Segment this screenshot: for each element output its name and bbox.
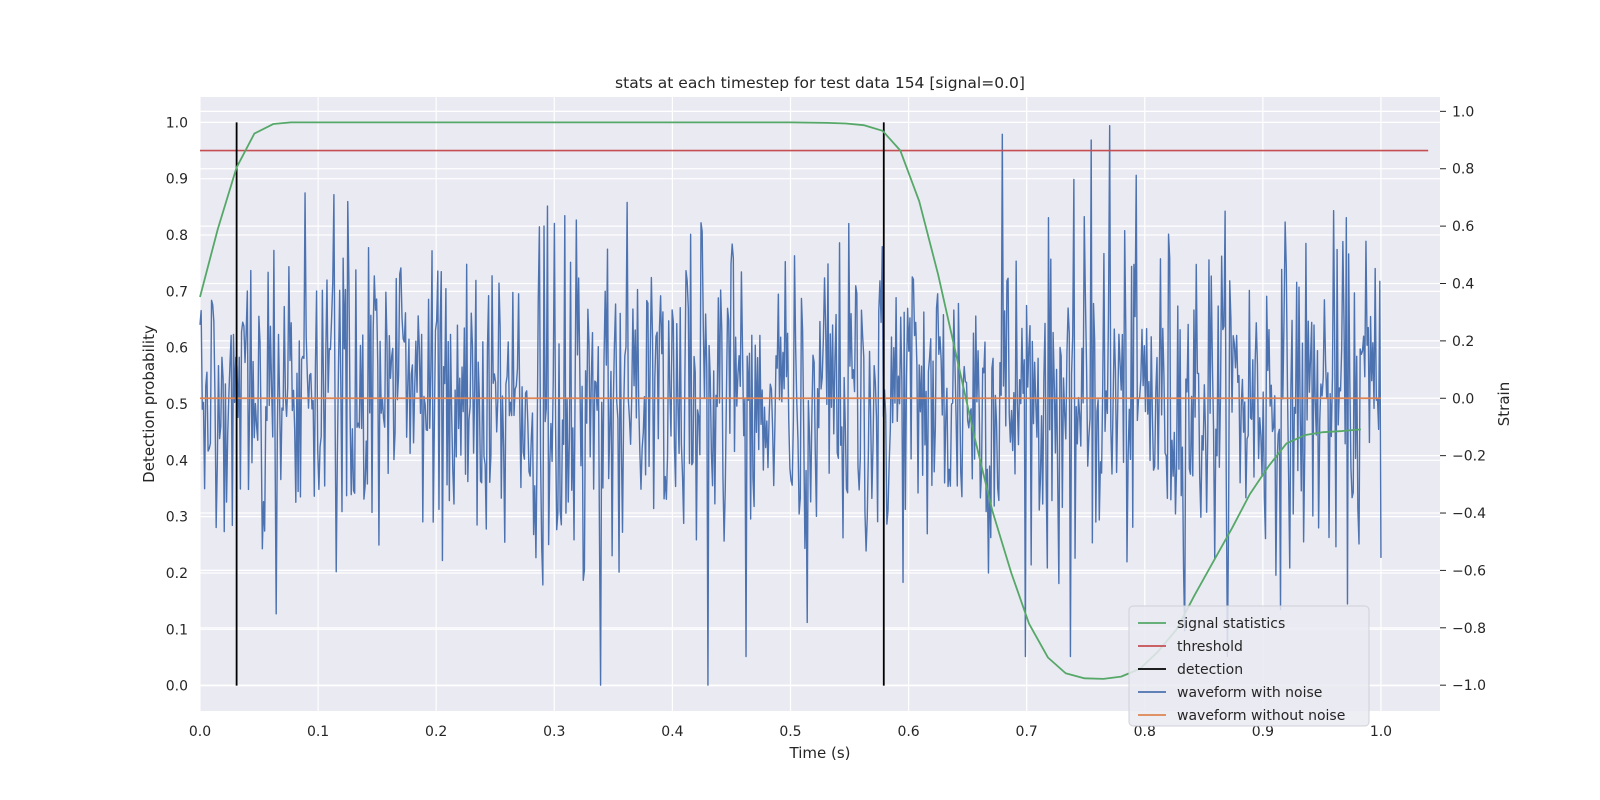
y-left-tick-label: 0.1 [166,622,188,638]
y-right-tick-label: −0.6 [1452,563,1486,579]
y-right-tick-label: −0.2 [1452,449,1486,465]
y-right-tick-label: −0.8 [1452,621,1486,637]
y-axis-left-label: Detection probability [140,325,158,483]
y-left-tick-label: 0.6 [166,341,188,357]
x-tick-label: 0.1 [307,724,329,740]
y-right-tick-label: −0.4 [1452,506,1486,522]
x-tick-label: 0.2 [425,724,447,740]
x-tick-label: 0.0 [189,724,211,740]
x-tick-label: 0.4 [661,724,683,740]
y-left-tick-label: 0.5 [166,397,188,413]
x-tick-label: 0.3 [543,724,565,740]
y-left-tick-label: 0.8 [166,228,188,244]
y-axis-right-label: Strain [1495,382,1513,426]
y-left-tick-label: 0.7 [166,284,188,300]
y-right-tick-label: 0.0 [1452,391,1474,407]
legend-label: detection [1177,662,1243,678]
y-right-tick-label: 0.8 [1452,162,1474,178]
legend: signal statistics threshold detection wavef… [1128,605,1370,727]
legend-label: signal statistics [1177,616,1285,632]
legend-label: waveform without noise [1177,708,1345,724]
y-left-tick-label: 0.4 [166,453,188,469]
legend-box [1128,605,1370,727]
legend-label: waveform with noise [1177,685,1322,701]
x-tick-label: 0.8 [1134,724,1156,740]
y-left-tick-label: 1.0 [166,115,188,131]
signal-statistics-series [199,121,1361,680]
chart-title: stats at each timestep for test data 154… [615,74,1025,92]
x-tick-label: 0.9 [1252,724,1274,740]
x-tick-label: 0.5 [779,724,801,740]
x-tick-label: 1.0 [1370,724,1392,740]
legend-label: threshold [1177,639,1243,655]
detection-series [235,122,885,686]
axis-ticks: 0.0 0.1 0.2 0.3 0.4 0.5 0.6 0.7 0.8 0.9 1.0 0.0 0.1 0… [166,104,1486,740]
y-right-tick-label: 1.0 [1452,104,1474,120]
y-left-tick-label: 0.3 [166,510,188,526]
y-left-tick-label: 0.9 [166,172,188,188]
x-axis-label: Time (s) [789,744,851,762]
x-tick-label: 0.6 [897,724,919,740]
y-right-tick-label: 0.6 [1452,219,1474,235]
signal-statistics-line [199,121,1361,680]
x-tick-label: 0.7 [1016,724,1038,740]
y-right-tick-label: 0.2 [1452,334,1474,350]
y-left-tick-label: 0.0 [166,679,188,695]
y-right-tick-label: 0.4 [1452,276,1474,292]
y-right-tick-label: −1.0 [1452,678,1486,694]
waveform-with-noise-line [199,124,1382,686]
y-left-tick-label: 0.2 [166,566,188,582]
waveform-with-noise-series [199,124,1382,686]
